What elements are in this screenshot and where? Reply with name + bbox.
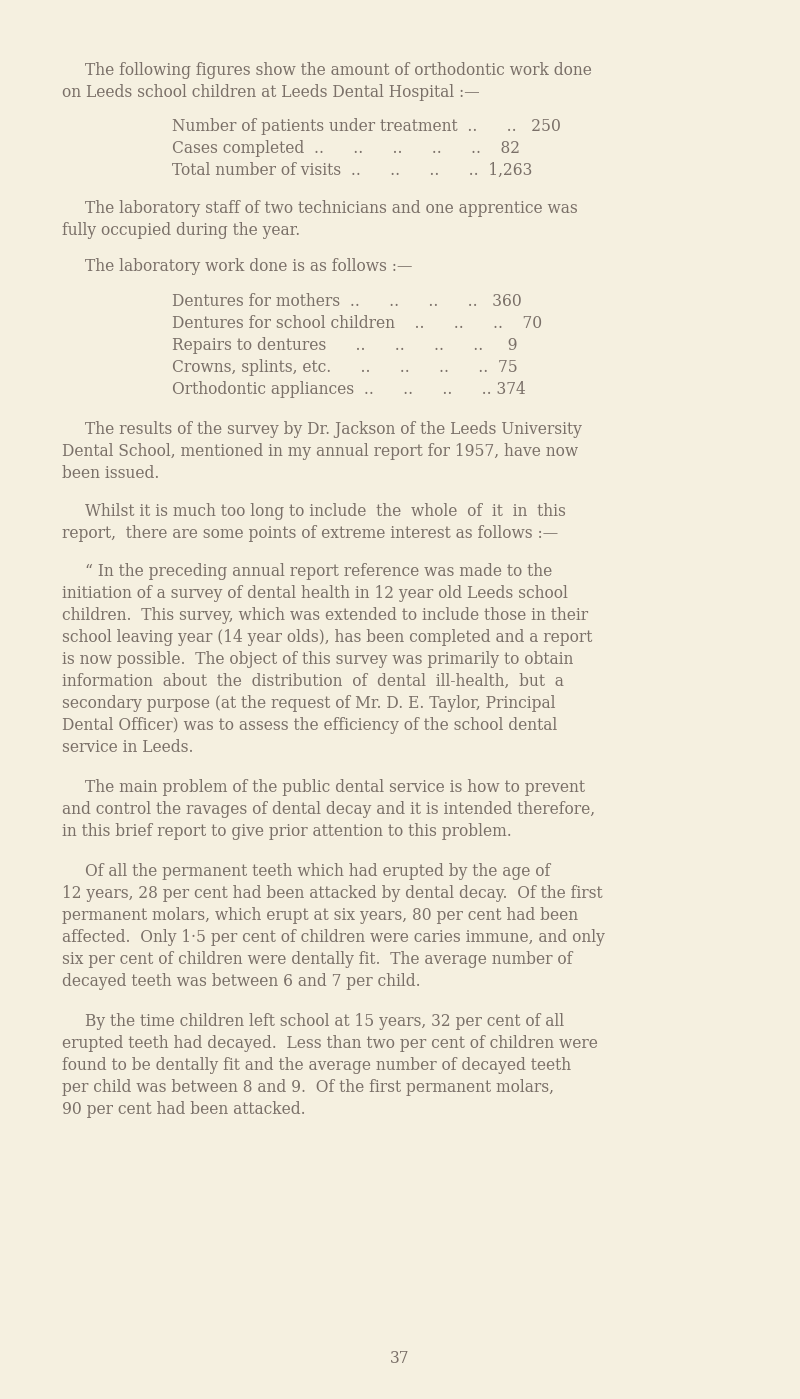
Text: per child was between 8 and 9.  Of the first permanent molars,: per child was between 8 and 9. Of the fi… <box>62 1079 554 1095</box>
Text: 37: 37 <box>390 1350 410 1367</box>
Text: erupted teeth had decayed.  Less than two per cent of children were: erupted teeth had decayed. Less than two… <box>62 1035 598 1052</box>
Text: children.  This survey, which was extended to include those in their: children. This survey, which was extende… <box>62 607 588 624</box>
Text: report,  there are some points of extreme interest as follows :—: report, there are some points of extreme… <box>62 525 558 541</box>
Text: on Leeds school children at Leeds Dental Hospital :—: on Leeds school children at Leeds Dental… <box>62 84 480 101</box>
Text: decayed teeth was between 6 and 7 per child.: decayed teeth was between 6 and 7 per ch… <box>62 972 421 990</box>
Text: Crowns, splints, etc.      ..      ..      ..      ..  75: Crowns, splints, etc. .. .. .. .. 75 <box>172 360 518 376</box>
Text: and control the ravages of dental decay and it is intended therefore,: and control the ravages of dental decay … <box>62 802 595 818</box>
Text: fully occupied during the year.: fully occupied during the year. <box>62 222 300 239</box>
Text: Number of patients under treatment  ..      ..   250: Number of patients under treatment .. ..… <box>172 118 561 134</box>
Text: information  about  the  distribution  of  dental  ill-health,  but  a: information about the distribution of de… <box>62 673 564 690</box>
Text: permanent molars, which erupt at six years, 80 per cent had been: permanent molars, which erupt at six yea… <box>62 907 578 923</box>
Text: been issued.: been issued. <box>62 464 159 483</box>
Text: found to be dentally fit and the average number of decayed teeth: found to be dentally fit and the average… <box>62 1058 571 1074</box>
Text: Dentures for school children    ..      ..      ..    70: Dentures for school children .. .. .. 70 <box>172 315 542 332</box>
Text: 12 years, 28 per cent had been attacked by dental decay.  Of the first: 12 years, 28 per cent had been attacked … <box>62 886 602 902</box>
Text: Orthodontic appliances  ..      ..      ..      .. 374: Orthodontic appliances .. .. .. .. 374 <box>172 381 526 397</box>
Text: Of all the permanent teeth which had erupted by the age of: Of all the permanent teeth which had eru… <box>85 863 550 880</box>
Text: The laboratory work done is as follows :—: The laboratory work done is as follows :… <box>85 257 412 276</box>
Text: Dentures for mothers  ..      ..      ..      ..   360: Dentures for mothers .. .. .. .. 360 <box>172 292 522 311</box>
Text: affected.  Only 1·5 per cent of children were caries immune, and only: affected. Only 1·5 per cent of children … <box>62 929 605 946</box>
Text: The laboratory staff of two technicians and one apprentice was: The laboratory staff of two technicians … <box>85 200 578 217</box>
Text: The following figures show the amount of orthodontic work done: The following figures show the amount of… <box>85 62 592 78</box>
Text: Cases completed  ..      ..      ..      ..      ..    82: Cases completed .. .. .. .. .. 82 <box>172 140 520 157</box>
Text: 90 per cent had been attacked.: 90 per cent had been attacked. <box>62 1101 306 1118</box>
Text: secondary purpose (at the request of Mr. D. E. Taylor, Principal: secondary purpose (at the request of Mr.… <box>62 695 555 712</box>
Text: in this brief report to give prior attention to this problem.: in this brief report to give prior atten… <box>62 823 512 839</box>
Text: school leaving year (14 year olds), has been completed and a report: school leaving year (14 year olds), has … <box>62 630 592 646</box>
Text: Total number of visits  ..      ..      ..      ..  1,263: Total number of visits .. .. .. .. 1,263 <box>172 162 532 179</box>
Text: Dental School, mentioned in my annual report for 1957, have now: Dental School, mentioned in my annual re… <box>62 443 578 460</box>
Text: six per cent of children were dentally fit.  The average number of: six per cent of children were dentally f… <box>62 951 572 968</box>
Text: The main problem of the public dental service is how to prevent: The main problem of the public dental se… <box>85 779 585 796</box>
Text: Repairs to dentures      ..      ..      ..      ..     9: Repairs to dentures .. .. .. .. 9 <box>172 337 518 354</box>
Text: Dental Officer) was to assess the efficiency of the school dental: Dental Officer) was to assess the effici… <box>62 718 558 734</box>
Text: is now possible.  The object of this survey was primarily to obtain: is now possible. The object of this surv… <box>62 651 574 667</box>
Text: By the time children left school at 15 years, 32 per cent of all: By the time children left school at 15 y… <box>85 1013 564 1030</box>
Text: The results of the survey by Dr. Jackson of the Leeds University: The results of the survey by Dr. Jackson… <box>85 421 582 438</box>
Text: Whilst it is much too long to include  the  whole  of  it  in  this: Whilst it is much too long to include th… <box>85 504 566 520</box>
Text: “ In the preceding annual report reference was made to the: “ In the preceding annual report referen… <box>85 562 552 581</box>
Text: initiation of a survey of dental health in 12 year old Leeds school: initiation of a survey of dental health … <box>62 585 568 602</box>
Text: service in Leeds.: service in Leeds. <box>62 739 194 755</box>
